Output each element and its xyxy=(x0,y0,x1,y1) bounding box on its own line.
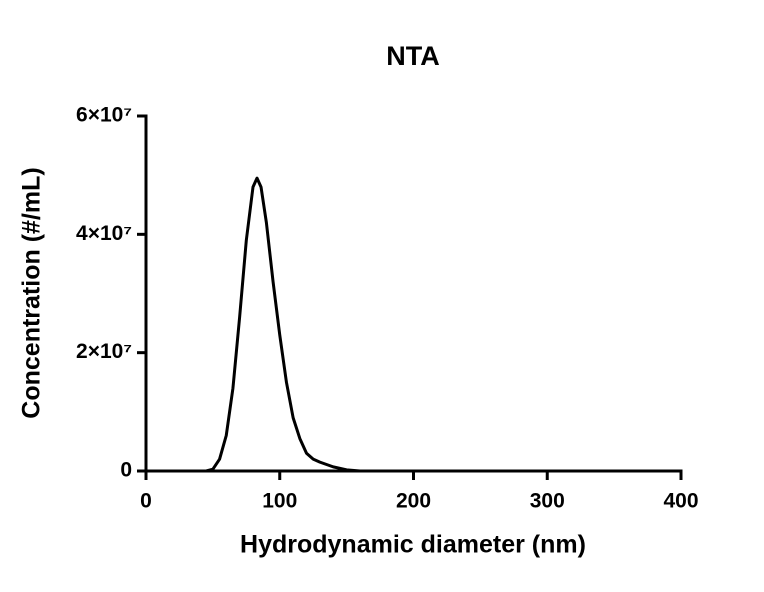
y-tick-label: 6×10⁷ xyxy=(76,104,132,127)
x-axis-label: Hydrodynamic diameter (nm) xyxy=(240,531,586,559)
x-tick-label: 100 xyxy=(262,490,297,513)
y-tick-label: 0 xyxy=(120,459,132,482)
x-tick-label: 200 xyxy=(396,490,431,513)
chart-title: NTA xyxy=(386,41,440,71)
y-axis-label: Concentration (#/mL) xyxy=(18,167,46,418)
y-tick-label: 4×10⁷ xyxy=(76,222,132,245)
y-tick-label: 2×10⁷ xyxy=(76,340,132,363)
data-line xyxy=(146,176,681,473)
x-tick-label: 400 xyxy=(663,490,698,513)
x-tick-label: 300 xyxy=(530,490,565,513)
x-tick-label: 0 xyxy=(140,490,152,513)
